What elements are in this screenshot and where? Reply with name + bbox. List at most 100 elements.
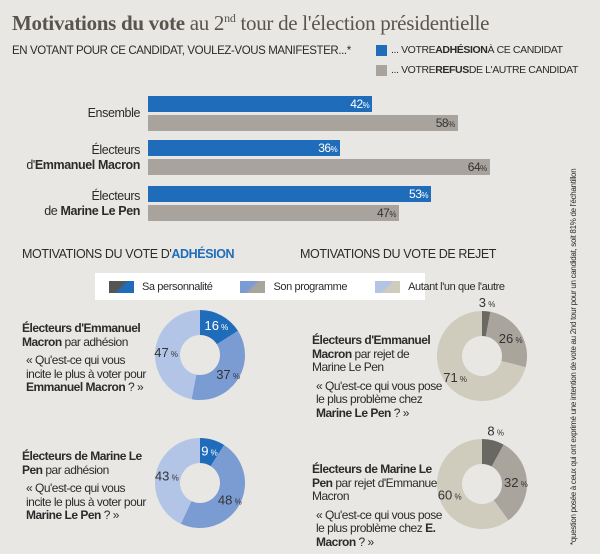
bar-refus: 58% <box>148 115 458 131</box>
legend-swatch <box>240 280 266 293</box>
question-text: « Qu'est-ce qui vous incite le plus à vo… <box>26 353 146 381</box>
bar-value-label: 58% <box>435 116 455 130</box>
donut-description: Électeurs de Marine Le Pen par adhésion «… <box>22 449 152 528</box>
section-title-rejet: MOTIVATIONS DU VOTE DE REJET <box>300 247 496 261</box>
category-line: Ensemble <box>87 106 141 120</box>
title-part: au 2 <box>184 11 225 35</box>
bar-category-label: Électeurs de Marine Le Pen <box>44 189 140 219</box>
legend-personnalite: Sa personnalité <box>109 280 213 293</box>
legend-swatch <box>375 280 401 293</box>
bar-category-label: Électeurs d'Emmanuel Macron <box>26 143 140 173</box>
donut-title: Électeurs d'Emmanuel Macron par rejet de… <box>312 333 442 375</box>
legend-swatch <box>376 44 387 56</box>
donut-title: Électeurs d'Emmanuel Macron par adhésion <box>22 321 152 349</box>
donut-slice <box>482 311 491 337</box>
donut-title-rest: par rejet d'Emmanuel Macron <box>312 475 440 503</box>
donut-slice <box>155 438 200 524</box>
question-text: « Qu'est-ce qui vous pose le plus problè… <box>316 507 442 535</box>
category-line: Électeurs <box>91 143 140 157</box>
question-text: EN VOTANT POUR CE CANDIDAT, VOULEZ-VOUS … <box>12 45 351 57</box>
motivation-legend: Sa personnalité Son programme Autant l'u… <box>95 273 505 300</box>
donut-slice <box>485 311 527 368</box>
donut-slice <box>491 444 527 521</box>
donut-chart: 8 %32 %60 % <box>437 424 528 529</box>
section-accent: ADHÉSION <box>171 247 235 261</box>
category-text: d' <box>26 158 35 172</box>
donut-question: « Qu'est-ce qui vous incite le plus à vo… <box>26 481 152 523</box>
legend-text: ... VOTRE <box>391 44 436 56</box>
category-bold: Marine Le Pen <box>60 204 140 218</box>
legend-refus: ... VOTRE REFUS DE L'AUTRE CANDIDAT <box>376 64 591 76</box>
legend-text: À CE CANDIDAT <box>487 44 563 56</box>
section-text: MOTIVATIONS DU VOTE D' <box>22 247 172 261</box>
legend-text: Autant l'un que l'autre <box>408 280 505 293</box>
bar-refus: 47% <box>148 205 399 221</box>
donut-slice <box>200 438 225 467</box>
legend-adhesion: ... VOTRE ADHÉSION À CE CANDIDAT <box>376 44 591 56</box>
donut-title: Électeurs de Marine Le Pen par rejet d'E… <box>312 462 442 504</box>
donut-chart: 3 %26 %71 % <box>437 295 527 401</box>
legend-text: Sa personnalité <box>142 280 213 293</box>
question-text: ? » <box>390 405 410 420</box>
category-line: d'Emmanuel Macron <box>26 158 140 173</box>
category-bold: Emmanuel Macron <box>34 158 141 172</box>
donut-slice <box>200 310 238 345</box>
donut-title-bold: Électeurs de Marine Le Pen <box>312 462 432 490</box>
category-text: de <box>44 204 61 218</box>
question-bold: E. Macron <box>316 521 436 549</box>
donut-slice <box>154 310 200 400</box>
donut-title-bold: Électeurs d'Emmanuel Macron <box>22 321 141 349</box>
legend-bold: REFUS <box>435 64 469 76</box>
donut-chart: 16 %37 %47 % <box>154 310 245 400</box>
question-bold: Emmanuel Macron <box>26 380 126 394</box>
question-text: ? » <box>355 534 375 549</box>
question-bold: Marine Le Pen <box>316 405 391 420</box>
bar-value-label: 53% <box>409 187 429 201</box>
category-line: de Marine Le Pen <box>44 204 140 219</box>
donut-question: « Qu'est-ce qui vous incite le plus à vo… <box>26 353 152 395</box>
bar-adhesion: 42% <box>148 96 373 112</box>
bar-adhesion: 36% <box>148 140 341 156</box>
footnote: *question posée à ceux qui ont exprimé u… <box>569 168 578 545</box>
category-line: Électeurs <box>91 189 140 203</box>
donut-title-rest: par adhésion <box>61 334 129 349</box>
bar-value-label: 64% <box>467 160 487 174</box>
legend-autant: Autant l'un que l'autre <box>375 280 505 293</box>
bar-refus: 64% <box>148 159 490 175</box>
question-bold: Marine Le Pen <box>26 508 101 522</box>
donut-title: Électeurs de Marine Le Pen par adhésion <box>22 449 152 477</box>
legend-bold: ADHÉSION <box>435 44 488 56</box>
title-part: tour de l'élection présidentielle <box>235 11 490 35</box>
legend-swatch <box>376 64 387 76</box>
donut-slice <box>191 330 245 400</box>
donut-value-label: 3 % <box>479 295 496 310</box>
donut-title-bold: Électeurs d'Emmanuel Macron <box>312 333 431 361</box>
legend-text: DE L'AUTRE CANDIDAT <box>468 64 579 76</box>
bar-value-label: 42% <box>350 97 370 111</box>
section-title-adhesion: MOTIVATIONS DU VOTE D'ADHÉSION <box>22 247 235 261</box>
legend-text: Son programme <box>273 280 348 293</box>
donut-value-label: 8 % <box>487 424 504 439</box>
infographic-title: Motivations du vote au 2nd tour de l'éle… <box>12 6 572 35</box>
title-sup: nd <box>224 11 236 25</box>
donut-slice <box>482 439 504 467</box>
donut-title-rest: par rejet de Marine Le Pen <box>312 346 410 374</box>
donut-title-rest: par adhésion <box>42 462 109 477</box>
donut-slice <box>180 445 246 528</box>
title-bold: Motivations du vote <box>12 11 185 35</box>
donut-description: Électeurs d'Emmanuel Macron par rejet de… <box>312 333 442 425</box>
legend-programme: Son programme <box>240 280 348 293</box>
question-text: ? » <box>125 380 144 394</box>
bar-value-label: 47% <box>376 206 396 220</box>
donut-title-bold: Électeurs de Marine Le Pen <box>22 449 142 477</box>
question-text: « Qu'est-ce qui vous incite le plus à vo… <box>26 481 146 509</box>
bar-value-label: 36% <box>318 141 338 155</box>
bar-category-label: Ensemble <box>87 106 141 121</box>
bar-adhesion: 53% <box>148 186 432 202</box>
legend-swatch <box>109 280 134 293</box>
donut-description: Électeurs d'Emmanuel Macron par adhésion… <box>22 321 152 400</box>
donut-question: « Qu'est-ce qui vous pose le plus problè… <box>316 507 442 550</box>
question-text: ? » <box>100 508 120 522</box>
donut-slice <box>437 439 509 529</box>
donut-description: Électeurs de Marine Le Pen par rejet d'E… <box>312 462 442 554</box>
